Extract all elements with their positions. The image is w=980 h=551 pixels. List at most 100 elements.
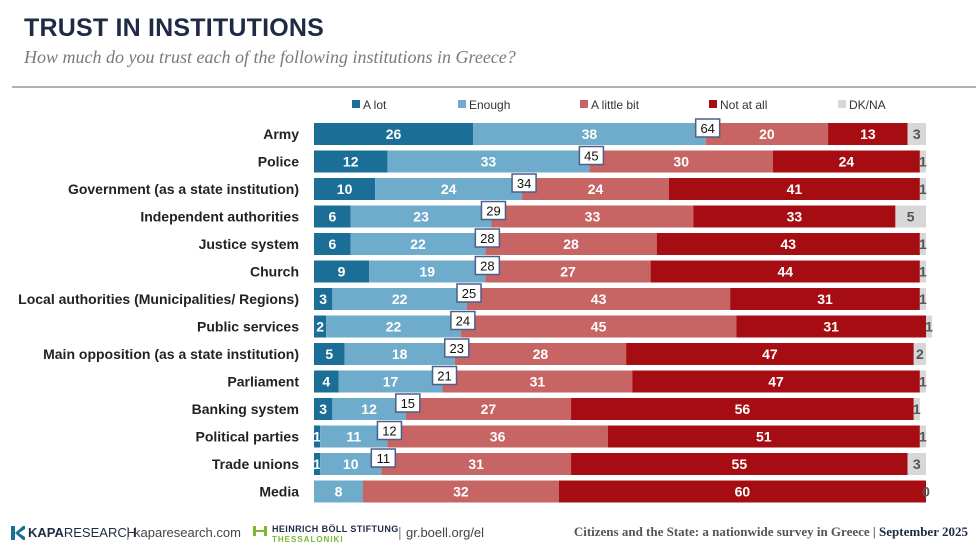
data-label-a-little-bit: 28 — [563, 236, 579, 252]
bar-segment-a-lot — [314, 123, 474, 145]
bar-segment-enough — [473, 123, 706, 145]
data-label-a-little-bit: 32 — [453, 484, 469, 500]
trust-total-box — [370, 448, 397, 468]
trust-total-box — [456, 283, 482, 303]
bar-segment-a-lot — [314, 370, 339, 393]
bar-segment-dk-na — [895, 205, 926, 228]
data-label-not-at-all: 60 — [735, 484, 751, 500]
legend-swatch-enough — [458, 100, 466, 108]
bar-segment-enough — [344, 343, 455, 365]
bar-segment-a-little-bit — [381, 453, 572, 475]
data-label-not-at-all: 51 — [756, 429, 772, 445]
category-label: Media — [259, 484, 299, 500]
data-label-enough: 12 — [361, 401, 377, 417]
data-label-a-little-bit: 30 — [673, 154, 689, 170]
trust-total-box — [474, 255, 501, 276]
data-label-dk-na: 1 — [919, 236, 927, 252]
trust-total-label: 45 — [584, 149, 598, 164]
data-label-a-lot: 3 — [319, 291, 327, 307]
bar-segment-enough — [332, 398, 406, 420]
legend-label-not-at-all: Not at all — [720, 98, 767, 112]
bar-segment-a-little-bit — [491, 205, 694, 228]
data-label-dk-na: 5 — [907, 209, 915, 225]
data-label-enough: 22 — [386, 319, 402, 335]
data-label-enough: 38 — [582, 126, 598, 142]
legend-swatch-not-at-all — [709, 100, 717, 108]
data-label-dk-na: 1 — [919, 291, 927, 307]
data-label-not-at-all: 47 — [762, 346, 778, 362]
footer-separator: | — [126, 524, 130, 540]
bar-segment-dk-na — [919, 178, 926, 200]
bar-segment-a-little-bit — [405, 398, 572, 420]
bar-segment-not-at-all — [828, 123, 908, 145]
data-label-not-at-all: 55 — [732, 456, 748, 472]
data-label-dk-na: 1 — [913, 401, 921, 417]
bar-segment-a-little-bit — [522, 178, 669, 200]
trust-total-box — [578, 145, 605, 166]
boell-url-link[interactable]: gr.boell.org/el — [406, 525, 485, 540]
trust-total-box — [444, 338, 470, 358]
category-label: Main opposition (as a state institution) — [43, 346, 299, 362]
bar-segment-dk-na — [919, 260, 926, 283]
trust-total-label: 28 — [480, 259, 494, 274]
data-label-not-at-all: 56 — [735, 401, 751, 417]
bar-segment-a-lot — [314, 233, 351, 255]
bar-segment-enough — [326, 315, 461, 338]
stacked-bar-chart: A lot Enough A little bit Not at all DK/NA Ar… — [18, 98, 933, 503]
data-label-not-at-all: 47 — [768, 374, 784, 390]
trust-total-label: 12 — [382, 424, 396, 439]
bar-segment-a-lot — [314, 343, 345, 365]
category-label: Local authorities (Municipalities/ Regio… — [18, 291, 299, 307]
trust-total-box — [511, 173, 537, 193]
data-label-a-lot: 6 — [328, 236, 336, 252]
kapa-research-logo: KAPARESEARCH — [28, 525, 136, 540]
bar-segment-not-at-all — [558, 480, 926, 503]
bar-segment-enough — [387, 150, 590, 173]
data-label-a-lot: 2 — [316, 319, 324, 335]
bar-segment-not-at-all — [656, 233, 920, 255]
trust-total-label: 25 — [462, 286, 476, 301]
bar-segment-not-at-all — [730, 288, 920, 310]
data-label-enough: 10 — [343, 456, 359, 472]
data-label-dk-na: 1 — [919, 374, 927, 390]
bar-segment-dk-na — [919, 150, 926, 173]
data-label-enough: 23 — [413, 209, 429, 225]
category-label: Parliament — [227, 374, 299, 390]
kapa-url-link[interactable]: kaparesearch.com — [134, 525, 241, 540]
chart-title: TRUST IN INSTITUTIONS — [24, 14, 325, 42]
bar-segment-enough — [350, 233, 486, 255]
data-label-not-at-all: 31 — [817, 291, 833, 307]
trust-total-box — [694, 118, 721, 138]
kapa-k-icon — [11, 526, 25, 540]
data-label-a-little-bit: 31 — [468, 456, 484, 472]
footer: KAPARESEARCH | kaparesearch.com HEINRICH… — [0, 520, 980, 551]
bar-segment-dk-na — [913, 343, 926, 365]
bar-segment-dk-na — [919, 370, 926, 393]
bar-segment-a-lot — [314, 453, 321, 475]
data-label-dk-na: 1 — [919, 264, 927, 280]
trust-total-label: 64 — [700, 121, 714, 136]
category-label: Church — [250, 264, 299, 280]
bar-segment-dk-na — [907, 123, 926, 145]
trust-total-box — [431, 365, 458, 386]
trust-total-label: 28 — [480, 231, 494, 246]
citation-text: Citizens and the State: a nationwide sur… — [573, 524, 870, 539]
bar-segment-dk-na — [926, 315, 933, 338]
category-label: Political parties — [196, 429, 300, 445]
bar-segment-not-at-all — [632, 370, 920, 393]
data-label-a-little-bit: 28 — [533, 346, 549, 362]
chart-subtitle: How much do you trust each of the follow… — [24, 47, 516, 67]
data-label-a-little-bit: 31 — [530, 374, 546, 390]
bar-segment-enough — [320, 425, 388, 448]
data-label-dk-na: 1 — [919, 181, 927, 197]
category-label: Banking system — [192, 401, 299, 417]
data-label-not-at-all: 44 — [777, 264, 793, 280]
category-label: Trade unions — [212, 456, 299, 472]
bar-segment-a-little-bit — [442, 370, 633, 393]
bar-segment-dk-na — [913, 398, 920, 420]
bar-segment-a-little-bit — [485, 233, 657, 255]
data-label-a-lot: 1 — [313, 429, 321, 445]
bar-segment-enough — [369, 260, 486, 283]
footer-separator: | — [398, 524, 402, 540]
bar-segment-a-little-bit — [454, 343, 627, 365]
